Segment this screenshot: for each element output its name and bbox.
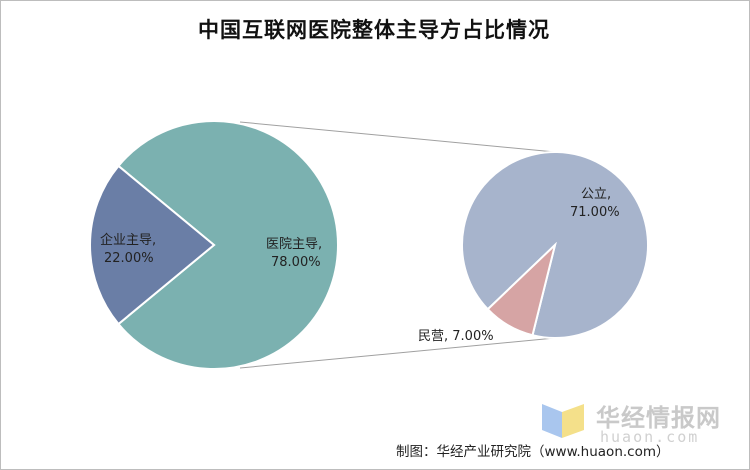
- data-label-enterprise-value: 22.00%: [104, 251, 154, 266]
- watermark-brand: 华经情报网: [596, 404, 721, 432]
- pie-slice-private: [486, 241, 557, 337]
- data-label-private: 民营, 7.00%: [418, 329, 494, 344]
- connector-line-bottom: [239, 337, 556, 369]
- watermark-domain: huaon.com: [600, 428, 700, 446]
- chart-title: 中国互联网医院整体主导方占比情况: [198, 17, 550, 42]
- connector-line-top: [239, 121, 556, 153]
- data-label-hospital-name: 医院主导,: [266, 237, 322, 252]
- source-credit: 制图：华经产业研究院（www.huaon.com）: [396, 444, 670, 460]
- logo-mark-icon: [542, 404, 584, 438]
- data-label-public-value: 71.00%: [570, 205, 620, 220]
- pie-slice-enterprise-led: [89, 164, 216, 326]
- data-label-enterprise-name: 企业主导,: [100, 232, 156, 248]
- watermark-logo: 华经情报网 huaon.com: [540, 398, 740, 446]
- data-label-hospital-value: 78.00%: [271, 255, 321, 270]
- data-label-public-name: 公立,: [581, 187, 611, 202]
- pie-slice-hospital-led: [117, 120, 340, 370]
